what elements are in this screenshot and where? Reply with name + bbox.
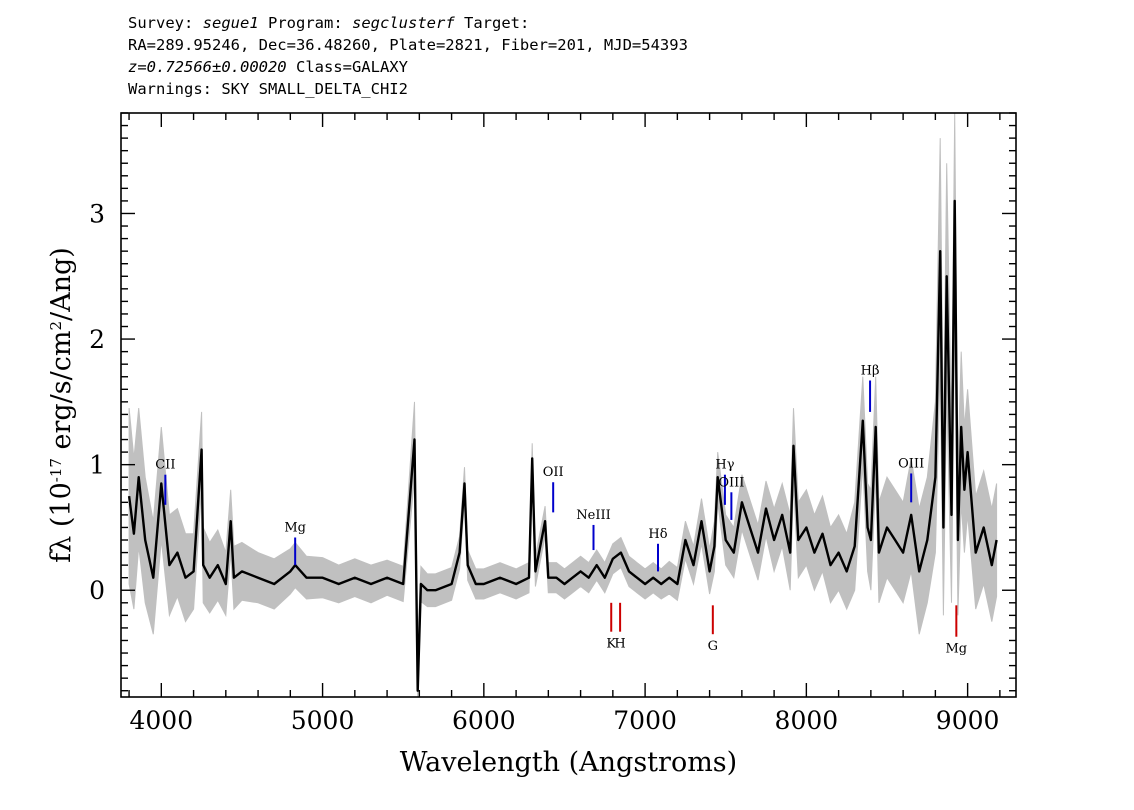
spectral-line-label: Hγ bbox=[715, 458, 734, 473]
survey-label: Survey: bbox=[128, 14, 194, 32]
spectral-line-label: Hβ bbox=[861, 364, 880, 379]
coords-line: RA=289.95246, Dec=36.48260, Plate=2821, … bbox=[128, 36, 688, 54]
x-tick-label: 7000 bbox=[613, 706, 677, 735]
error-band-series bbox=[128, 112, 998, 698]
spectral-line-label: OIII bbox=[718, 475, 744, 490]
spectral-line-label: Hδ bbox=[648, 527, 667, 542]
survey-name: segue1 bbox=[202, 14, 259, 32]
spectral-line-markers: CII Mg OII NeIII Hδ Hγ OIII Hβ OIII KH G Mg bbox=[155, 364, 967, 657]
spectral-line-label: NeIII bbox=[576, 508, 610, 523]
program-label: Program: bbox=[268, 14, 343, 32]
warnings-line: Warnings: SKY SMALL_DELTA_CHI2 bbox=[128, 80, 408, 98]
program-name: segclusterf bbox=[352, 14, 455, 32]
x-tick-label: 8000 bbox=[775, 706, 839, 735]
redshift-line: z=0.72566±0.00020 Class=GALAXY bbox=[128, 56, 688, 78]
spectral-line-label: Mg bbox=[946, 642, 968, 657]
spectral-line-label: CII bbox=[155, 458, 175, 473]
survey-line: Survey: segue1 Program: segclusterf Targ… bbox=[128, 12, 688, 34]
y-tick-label: 0 bbox=[89, 576, 105, 605]
spectral-line-label: K bbox=[606, 637, 616, 652]
y-axis-title-text: /Ang) bbox=[46, 247, 77, 321]
x-axis-title: Wavelength (Angstroms) bbox=[400, 747, 737, 778]
x-tick-label: 5000 bbox=[291, 706, 355, 735]
spectral-line-label: H bbox=[614, 637, 625, 652]
y-axis-title-superscript: -17 bbox=[47, 458, 65, 482]
target-label: Target: bbox=[464, 14, 530, 32]
y-tick-label: 1 bbox=[89, 451, 105, 480]
flux-line bbox=[127, 199, 998, 692]
x-tick-label: 9000 bbox=[936, 706, 1000, 735]
y-tick-label: 3 bbox=[89, 199, 105, 228]
spectrum-header: Survey: segue1 Program: segclusterf Targ… bbox=[128, 12, 688, 100]
redshift-value: z=0.72566±0.00020 bbox=[128, 58, 287, 76]
x-tick-label: 6000 bbox=[452, 706, 516, 735]
x-tick-label: 4000 bbox=[130, 706, 194, 735]
spectral-line-label: Mg bbox=[284, 520, 306, 535]
spectral-line-label: OIII bbox=[898, 456, 924, 471]
class-text: Class=GALAXY bbox=[295, 58, 408, 76]
axis-ticks: 4000 5000 6000 7000 8000 9000 0 1 2 3 bbox=[89, 112, 1016, 735]
y-axis-title-text: fλ (10 bbox=[46, 482, 77, 563]
y-axis-title-text: erg/s/cm bbox=[46, 331, 77, 459]
flux-series bbox=[127, 199, 998, 692]
y-axis-title-superscript: 2 bbox=[47, 321, 65, 331]
flux-error-band bbox=[128, 112, 998, 698]
y-axis-title: fλ (10-17 erg/s/cm2/Ang) bbox=[46, 247, 77, 563]
spectral-line-label: OII bbox=[543, 465, 564, 480]
spectral-line-label: G bbox=[708, 639, 718, 654]
plot-frame bbox=[120, 112, 1017, 698]
y-tick-label: 2 bbox=[89, 325, 105, 354]
